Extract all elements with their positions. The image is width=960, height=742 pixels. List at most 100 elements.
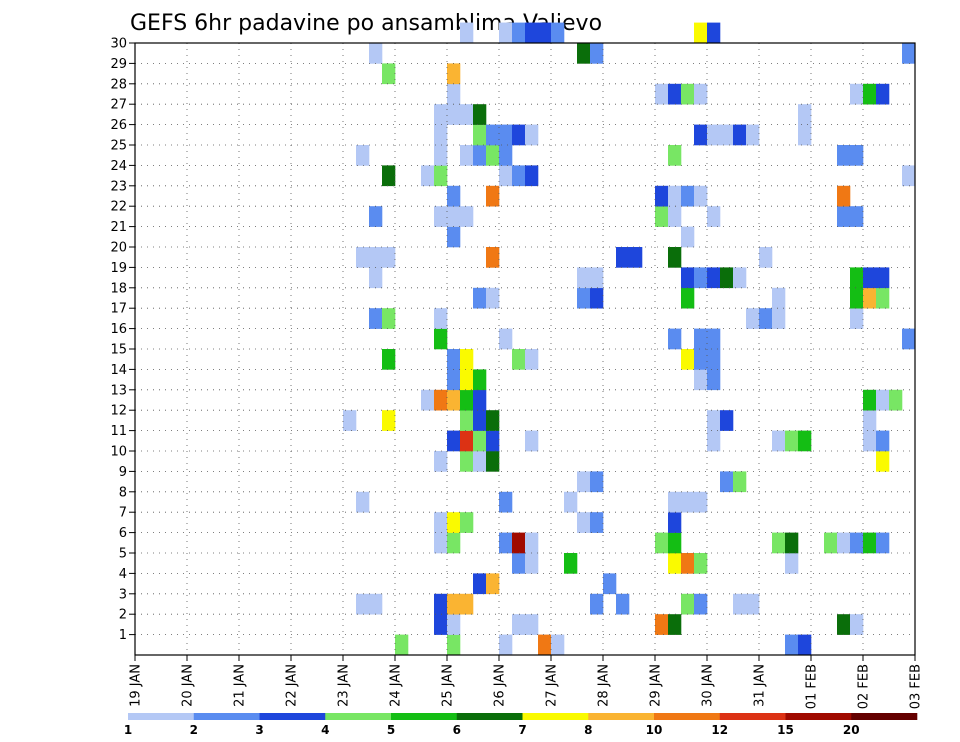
heatmap-cell <box>434 124 448 146</box>
heatmap-cell <box>343 410 357 431</box>
x-tick-label: 30 JAN <box>701 664 716 707</box>
y-tick-label: 13 <box>110 383 127 398</box>
heatmap-cell <box>876 430 890 452</box>
heatmap-cell <box>369 206 383 227</box>
heatmap-cell <box>382 308 396 329</box>
y-axis: 1234567891011121314151617181920212223242… <box>110 37 135 643</box>
heatmap-cell <box>668 247 682 268</box>
heatmap-cell <box>850 308 864 329</box>
heatmap-cell <box>382 247 396 268</box>
y-tick-label: 8 <box>119 485 127 500</box>
heatmap-cell <box>850 614 864 635</box>
legend-label: 3 <box>255 723 263 737</box>
x-tick-label: 01 FEB <box>805 664 820 709</box>
heatmap-cell <box>447 634 461 656</box>
heatmap-cell <box>759 308 773 329</box>
heatmap-cell <box>798 430 812 452</box>
heatmap-cell <box>382 63 396 85</box>
heatmap-cell <box>590 471 604 493</box>
x-tick-label: 22 JAN <box>285 664 300 707</box>
heatmap-cell <box>512 553 526 574</box>
heatmap-cell <box>694 349 708 370</box>
legend-swatch <box>193 713 260 720</box>
heatmap-cell <box>525 614 539 635</box>
heatmap-cell <box>525 553 539 574</box>
heatmap-cell <box>499 165 513 187</box>
y-tick-label: 22 <box>110 200 127 215</box>
y-tick-label: 20 <box>110 241 127 256</box>
heatmap-cell <box>655 614 669 635</box>
heatmap-cell <box>785 634 799 656</box>
heatmap-cell <box>655 185 669 207</box>
heatmap-cell <box>434 145 448 166</box>
heatmap-cell <box>876 287 890 309</box>
heatmap-cell <box>447 614 461 635</box>
heatmap-cell <box>902 328 916 350</box>
heatmap-cell <box>369 247 383 268</box>
legend-swatch <box>588 713 655 720</box>
x-tick-label: 27 JAN <box>545 664 560 707</box>
heatmap-cell <box>460 593 474 615</box>
heatmap-cell <box>798 104 812 125</box>
heatmap-cell <box>850 287 864 309</box>
heatmap-cell <box>655 206 669 227</box>
heatmap-cell <box>473 573 487 595</box>
heatmap-cell <box>850 83 864 105</box>
heatmap-cell <box>603 573 617 595</box>
heatmap-cell <box>837 206 851 227</box>
heatmap-cell <box>681 593 695 615</box>
heatmap-cell <box>447 389 461 411</box>
heatmap-cell <box>681 83 695 105</box>
heatmap-cell <box>486 430 500 452</box>
heatmap-cell <box>681 553 695 574</box>
heatmap-cell <box>863 532 877 554</box>
heatmap-cell <box>707 206 721 227</box>
y-tick-label: 3 <box>119 587 127 602</box>
heatmap-cell <box>473 287 487 309</box>
heatmap-cell <box>681 185 695 207</box>
x-tick-label: 28 JAN <box>597 664 612 707</box>
x-axis: 19 JAN 20 JAN 21 JAN 22 JAN 23 JAN 24 JAN 25 J… <box>129 655 924 709</box>
heatmap-cell <box>486 410 500 431</box>
heatmap-cell <box>837 532 851 554</box>
heatmap-cell <box>434 451 448 472</box>
heatmap-cell <box>850 145 864 166</box>
heatmap-cell <box>694 185 708 207</box>
heatmap-cell <box>538 634 552 656</box>
heatmap-cell <box>486 145 500 166</box>
heatmap-cell <box>720 471 734 493</box>
heatmap-cell <box>590 287 604 309</box>
heatmap-cell <box>447 349 461 370</box>
y-tick-label: 25 <box>110 139 127 154</box>
heatmap-cell <box>434 593 448 615</box>
heatmap-cell <box>590 43 604 64</box>
heatmap-cell <box>694 267 708 289</box>
heatmap-cell <box>694 553 708 574</box>
y-tick-label: 18 <box>110 281 127 296</box>
heatmap-cell <box>798 124 812 146</box>
legend-swatch <box>719 713 786 720</box>
x-tick-label: 02 FEB <box>857 664 872 709</box>
legend-label: 7 <box>518 723 526 737</box>
heatmap-cell <box>720 124 734 146</box>
heatmap-cell <box>759 247 773 268</box>
heatmap-cell <box>876 532 890 554</box>
x-tick-label: 26 JAN <box>493 664 508 707</box>
x-tick-label: 24 JAN <box>389 664 404 707</box>
heatmap-cell <box>473 124 487 146</box>
heatmap-cell <box>772 287 786 309</box>
heatmap-cell <box>577 43 591 64</box>
heatmap-cell <box>447 369 461 391</box>
legend-swatch <box>654 713 721 720</box>
heatmap-cell <box>447 83 461 105</box>
heatmap-cell <box>785 553 799 574</box>
heatmap-cell <box>863 410 877 431</box>
heatmap-cell <box>850 532 864 554</box>
heatmap-cell <box>694 83 708 105</box>
x-tick-label: 21 JAN <box>233 664 248 707</box>
heatmap-cell <box>486 573 500 595</box>
heatmap-cell <box>707 124 721 146</box>
heatmap-cell <box>486 247 500 268</box>
heatmap-cell <box>733 124 747 146</box>
heatmap-cell <box>733 593 747 615</box>
